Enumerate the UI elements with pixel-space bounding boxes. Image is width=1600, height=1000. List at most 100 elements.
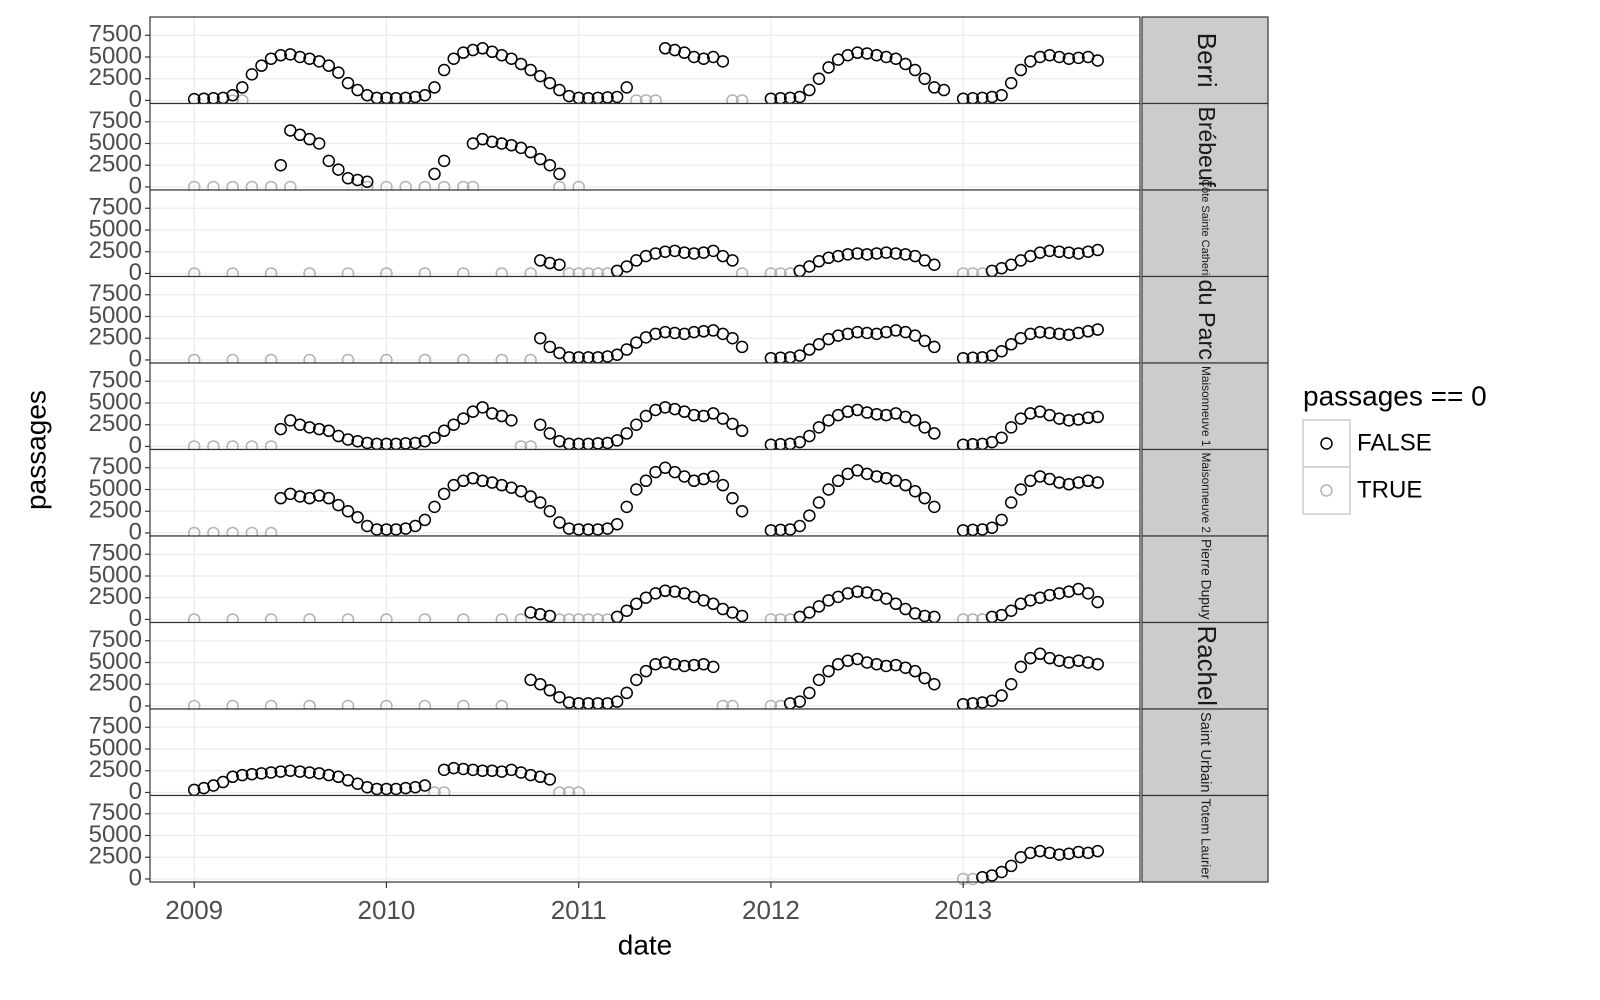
data-point [658, 42, 672, 55]
data-point [735, 609, 749, 623]
data-point [1091, 54, 1104, 67]
data-point [1014, 483, 1028, 496]
data-point [322, 424, 336, 438]
data-point [610, 348, 624, 361]
data-point [880, 50, 893, 64]
data-point [524, 490, 537, 503]
data-point [1062, 847, 1076, 860]
data-point [303, 766, 316, 779]
strip-background [1141, 189, 1269, 278]
data-point [649, 327, 662, 341]
data-point [822, 251, 835, 265]
data-point [370, 523, 384, 536]
data-point [908, 484, 922, 498]
data-point [1062, 656, 1076, 669]
data-point [553, 516, 566, 529]
data-point [918, 421, 931, 434]
data-point [831, 329, 845, 342]
y-tick-label: 2500 [89, 497, 142, 524]
data-point [495, 765, 509, 778]
data-point [966, 872, 980, 886]
data-point [351, 434, 364, 448]
legend-key [1302, 419, 1351, 468]
data-point [793, 435, 806, 449]
data-point [687, 408, 701, 422]
data-point [889, 324, 903, 337]
data-point [1024, 846, 1037, 860]
data-point [562, 522, 576, 535]
y-tick-label: 7500 [89, 194, 142, 221]
data-point [976, 696, 989, 709]
data-point [553, 691, 566, 704]
data-point [389, 523, 403, 536]
y-tick-label: 7500 [89, 453, 142, 480]
data-point [841, 248, 855, 261]
data-point [437, 487, 451, 501]
x-tick-label: 2013 [934, 895, 992, 925]
data-point [812, 496, 826, 509]
data-point [716, 412, 730, 425]
y-tick-label: 7500 [89, 280, 142, 307]
data-point [495, 137, 509, 150]
data-point [716, 478, 730, 492]
data-point [505, 414, 518, 427]
data-point [860, 47, 874, 60]
data-point [870, 247, 883, 260]
data-point [553, 258, 566, 272]
data-point [389, 782, 403, 796]
data-point [687, 50, 701, 64]
data-point [1072, 654, 1085, 668]
data-point [668, 244, 682, 258]
data-point [543, 684, 557, 697]
data-point [976, 523, 989, 536]
data-point [466, 43, 480, 57]
data-point [533, 418, 547, 431]
data-point [735, 504, 749, 518]
data-point [418, 88, 432, 102]
data-point [457, 412, 470, 425]
y-tick-label: 7500 [89, 367, 142, 394]
data-point [274, 49, 287, 62]
data-point [543, 256, 557, 270]
data-point [1072, 247, 1085, 260]
data-point [255, 767, 268, 780]
data-point [341, 504, 355, 518]
y-tick-label: 0 [129, 86, 142, 113]
data-point [889, 247, 903, 260]
data-point [341, 172, 355, 185]
data-point [543, 76, 557, 90]
data-point [562, 696, 576, 709]
data-point [274, 422, 287, 436]
data-point [370, 782, 384, 796]
data-point [1033, 844, 1047, 858]
data-point [409, 519, 422, 533]
data-point [1004, 604, 1018, 618]
panel-background [150, 17, 1140, 104]
data-point [1062, 52, 1076, 65]
data-point [1091, 595, 1104, 609]
data-point [312, 767, 326, 780]
data-point [899, 248, 912, 261]
y-tick-label: 5000 [89, 734, 142, 761]
data-point [216, 775, 230, 789]
data-point [918, 491, 931, 505]
data-point [1081, 656, 1095, 669]
data-point [908, 329, 922, 342]
data-point [303, 421, 316, 434]
data-point [533, 677, 547, 691]
data-point [928, 677, 941, 691]
data-point [630, 673, 643, 687]
data-point [658, 656, 672, 669]
data-point [1053, 412, 1066, 425]
y-tick-label: 2500 [89, 756, 142, 783]
data-point [457, 762, 470, 776]
data-point [668, 657, 682, 671]
data-point [533, 607, 547, 621]
data-point [803, 429, 816, 443]
data-point [620, 260, 633, 273]
data-point [610, 434, 624, 447]
data-point [264, 766, 278, 779]
strip-label: du Parc [1194, 280, 1220, 361]
data-point [1004, 76, 1018, 90]
data-point [726, 254, 739, 267]
